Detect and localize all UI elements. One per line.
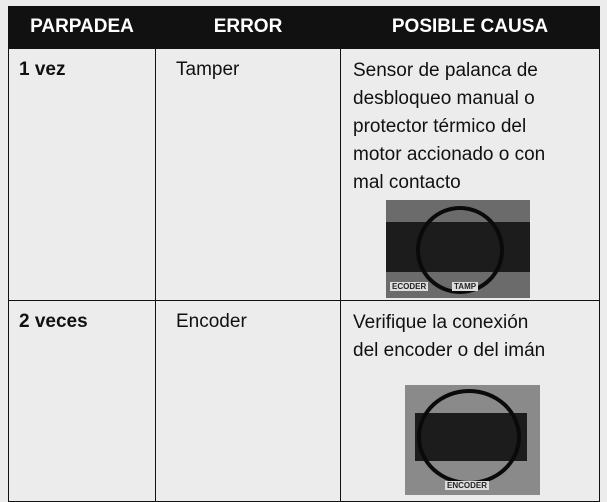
cause-line: mal contacto xyxy=(353,172,461,193)
photo-label: ENCODER xyxy=(445,481,490,490)
error-cell: Encoder xyxy=(155,300,341,502)
cause-line: desbloqueo manual o xyxy=(353,88,535,109)
photo: ENCODER xyxy=(405,385,540,495)
cause-line: Verifique la conexión xyxy=(353,312,529,333)
cause-cell: Verifique la conexión del encoder o del i… xyxy=(340,300,600,502)
blinks-cell: 2 veces xyxy=(8,300,156,502)
photo: ECODER TAMP xyxy=(386,200,530,298)
cause-line: Sensor de palanca de xyxy=(353,60,538,81)
error-cell: Tamper xyxy=(155,48,341,301)
photo-label: TAMP xyxy=(452,282,479,291)
header-cell: PARPADEA xyxy=(8,6,156,48)
cause-line: del encoder o del imán xyxy=(353,340,546,361)
cause-line: protector térmico del xyxy=(353,116,527,137)
cause-line: motor accionado o con xyxy=(353,144,546,165)
cause-cell: Sensor de palanca de desbloqueo manual o p… xyxy=(340,48,600,301)
header-cell: ERROR xyxy=(155,6,341,48)
photo-label: ECODER xyxy=(390,282,429,291)
blinks-cell: 1 vez xyxy=(8,48,156,301)
header-cell: POSIBLE CAUSA xyxy=(340,6,600,48)
